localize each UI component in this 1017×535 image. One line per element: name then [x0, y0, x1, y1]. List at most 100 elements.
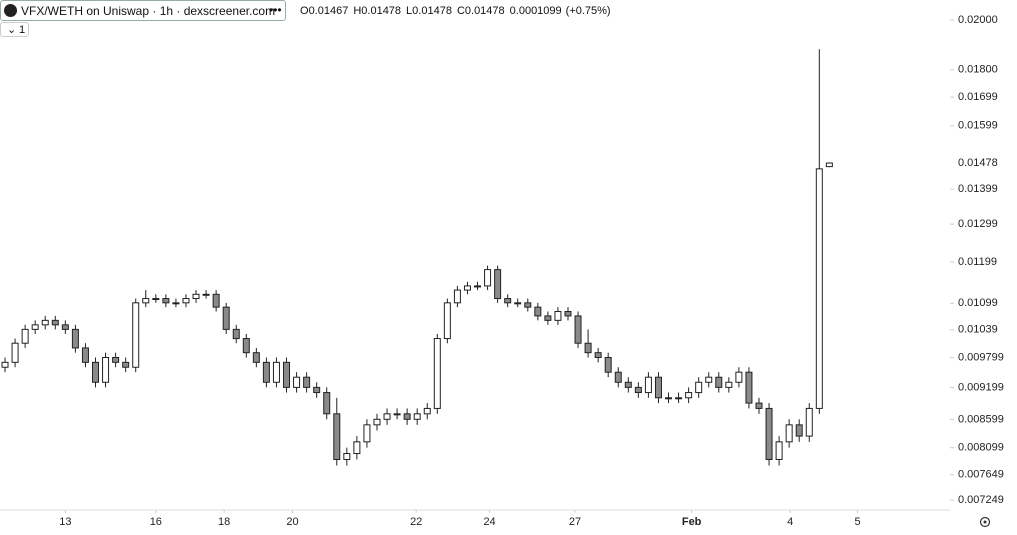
candle-body [494, 269, 502, 300]
candle-body [232, 328, 240, 340]
menu[interactable]: ••• [269, 3, 282, 17]
ohlc-value: 0.01467 [308, 5, 349, 17]
y-tick-label: 0.01099 [958, 297, 998, 309]
candle-body [61, 324, 69, 330]
candle-body [544, 315, 552, 321]
x-tick-label: 5 [854, 516, 860, 528]
y-tick-label: 0.01199 [958, 256, 997, 268]
candle-body [524, 302, 532, 308]
candle-body [715, 376, 723, 388]
candle-body [665, 397, 673, 400]
candle-body [594, 352, 602, 358]
candle-body [815, 168, 823, 409]
candle-body [242, 338, 250, 354]
candle-body [81, 347, 89, 363]
x-tick-label: 13 [59, 516, 71, 528]
candle-body [262, 361, 270, 383]
candle-body [463, 285, 471, 291]
y-tick-label: 0.01699 [958, 91, 998, 103]
candle-body [634, 386, 642, 394]
candle-body [795, 424, 803, 437]
candle-body [333, 413, 341, 460]
indicator-toggle[interactable]: ⌄ 1 [0, 22, 29, 37]
indicator-count: 1 [19, 24, 26, 36]
last-price-label: 0.01478 [958, 157, 998, 169]
ohlc-value: 0.01478 [412, 5, 452, 17]
candle-body [303, 376, 311, 388]
candle-body [705, 376, 713, 383]
x-tick-label: 18 [218, 516, 230, 528]
candle-body [745, 371, 753, 404]
ohlc-letter: C [456, 5, 465, 17]
candle-body [433, 338, 441, 409]
x-tick-label: 22 [410, 516, 422, 528]
candle-body [252, 352, 260, 363]
candle-body [484, 269, 492, 287]
ohlc-value: 0.01478 [464, 5, 505, 17]
candle-body [775, 441, 783, 460]
chevron: ⌄ [7, 24, 17, 36]
x-tick-label: 20 [286, 516, 298, 528]
candle-body [564, 311, 572, 317]
candle-body [71, 328, 79, 349]
candle-body [534, 306, 542, 317]
candle-body [313, 386, 321, 394]
ohlc-value: 0.01478 [361, 5, 402, 17]
title: VFX/WETH on Uniswap · 1h · dexscreener.c… [21, 4, 276, 18]
candle-body [132, 302, 140, 368]
candle-body [11, 342, 19, 363]
y-tick-label: 0.01299 [958, 218, 998, 230]
y-tick-label: 0.01800 [958, 64, 998, 76]
candle-body [112, 356, 120, 363]
candle-body [92, 361, 100, 383]
candle-body [644, 376, 652, 394]
candle-body [192, 293, 200, 300]
candle-body [212, 293, 220, 308]
candle-body [403, 413, 411, 420]
candle-body [293, 376, 301, 388]
candle-body [393, 413, 401, 416]
candle-body [604, 356, 612, 373]
y-tick-label: 0.009799 [958, 351, 1004, 363]
change-pct: (+0.75%) [565, 5, 611, 17]
candle-body [182, 298, 190, 304]
candle-body [614, 371, 622, 383]
candle-body [675, 397, 683, 400]
settings-icon[interactable] [979, 516, 991, 528]
change: 0.0001099 [509, 5, 562, 17]
candle-body [755, 402, 763, 409]
x-tick-label: 27 [569, 516, 581, 528]
candle-body [272, 361, 280, 383]
candle-body [162, 298, 170, 304]
y-tick-label: 0.01599 [958, 120, 998, 132]
y-tick-label: 0.009199 [958, 381, 1004, 393]
candle-body [222, 306, 230, 330]
candle-body [504, 298, 512, 304]
candle-body [574, 315, 582, 344]
candle-body [102, 356, 110, 383]
candle-body [474, 285, 482, 288]
candle-body [353, 441, 361, 455]
x-tick-label: 16 [150, 516, 162, 528]
candle-body [21, 328, 29, 344]
x-tick-label: 24 [483, 516, 495, 528]
candle-body [343, 453, 351, 460]
ohlc-letter: L [406, 5, 413, 17]
candle-body [283, 361, 291, 388]
candle-body [41, 319, 49, 326]
candle-body [122, 361, 130, 368]
candle-body [152, 298, 160, 301]
logo [4, 4, 17, 17]
candle-body [142, 298, 150, 304]
candle-body [825, 162, 833, 168]
y-tick-label: 0.008099 [958, 442, 1004, 454]
candle-body [413, 413, 421, 420]
candle-body [443, 302, 451, 340]
title-box[interactable]: VFX/WETH on Uniswap · 1h · dexscreener.c… [0, 0, 286, 21]
candle-body [725, 381, 733, 388]
y-tick-label: 0.008599 [958, 413, 1004, 425]
candle-body [363, 424, 371, 443]
candle-body [514, 302, 522, 305]
